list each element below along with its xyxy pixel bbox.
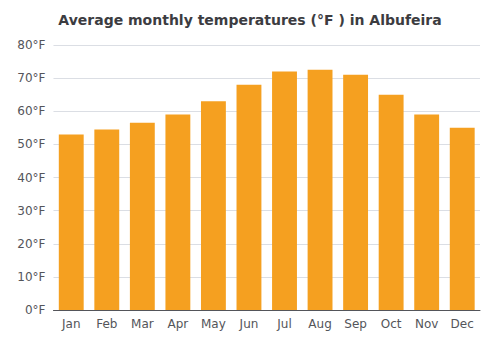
svg-text:Jul: Jul — [276, 317, 291, 331]
svg-text:30°F: 30°F — [17, 204, 45, 218]
svg-text:Nov: Nov — [415, 317, 438, 331]
svg-text:Jan: Jan — [61, 317, 81, 331]
svg-text:0°F: 0°F — [25, 303, 46, 317]
svg-text:60°F: 60°F — [17, 104, 45, 118]
svg-text:Average monthly temperatures (: Average monthly temperatures (°F ) in Al… — [58, 12, 441, 28]
svg-text:Sep: Sep — [344, 317, 367, 331]
svg-text:Feb: Feb — [96, 317, 117, 331]
svg-text:Dec: Dec — [451, 317, 474, 331]
svg-text:Mar: Mar — [131, 317, 154, 331]
svg-text:Jun: Jun — [239, 317, 259, 331]
svg-text:70°F: 70°F — [17, 71, 45, 85]
svg-text:40°F: 40°F — [17, 171, 45, 185]
svg-text:Apr: Apr — [167, 317, 188, 331]
svg-text:May: May — [201, 317, 226, 331]
svg-text:50°F: 50°F — [17, 137, 45, 151]
svg-text:20°F: 20°F — [17, 237, 45, 251]
svg-text:Aug: Aug — [308, 317, 331, 331]
svg-text:10°F: 10°F — [17, 270, 45, 284]
svg-text:80°F: 80°F — [17, 38, 45, 52]
svg-text:Oct: Oct — [381, 317, 402, 331]
